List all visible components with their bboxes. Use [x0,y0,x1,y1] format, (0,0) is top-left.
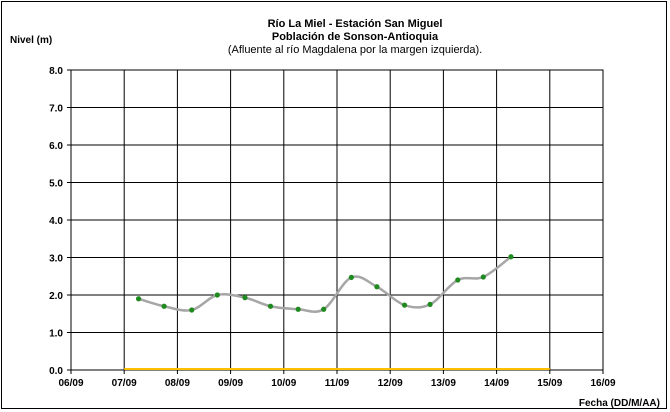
chart-title: Río La Miel - Estación San Miguel [268,18,443,30]
data-point [321,306,327,312]
data-point [401,302,408,308]
chart-title-line2: Población de Sonson-Antioquia [272,31,439,43]
x-tick-label: 08/09 [165,378,190,389]
data-point [295,306,301,312]
data-point [508,254,514,260]
grid-layer [67,69,604,374]
y-tick-label: 3.0 [49,254,63,265]
x-tick-label: 12/09 [378,378,403,389]
data-point [135,296,142,302]
y-tick-label: 0.0 [49,366,63,377]
x-tick-label: 11/09 [325,378,350,389]
data-point [348,274,354,280]
y-axis-label: Nivel (m) [10,35,52,46]
y-tick-label: 8.0 [49,66,63,77]
x-tick-label: 15/09 [537,378,562,389]
series-line [138,255,512,313]
x-tick-label: 09/09 [218,378,243,389]
tick-label-layer: 0.0 1.0 2.0 3.0 4.0 5.0 6.0 7.0 8.0 06/09 07/09 08/… [49,66,616,389]
chart-subtitle: (Afluente al río Magdalena por la margen… [228,44,482,56]
data-point [374,284,380,290]
x-tick-label: 06/09 [58,378,83,389]
data-point [189,307,195,313]
data-point [427,301,433,307]
x-tick-label: 14/09 [484,378,509,389]
x-tick-label: 13/09 [431,378,456,389]
y-tick-label: 2.0 [49,291,63,302]
x-tick-label: 07/09 [112,378,137,389]
data-point [480,274,486,280]
y-tick-label: 1.0 [49,329,63,340]
y-tick-label: 7.0 [49,104,63,115]
x-tick-label: 16/09 [590,378,615,389]
data-point [242,295,248,301]
y-tick-label: 6.0 [49,141,63,152]
data-point [214,292,220,298]
x-axis-label: Fecha (DD/M/AA) [579,398,660,409]
series-layer [124,254,550,370]
y-tick-label: 4.0 [49,216,63,227]
data-point [455,277,461,283]
data-point [267,303,274,309]
x-tick-label: 10/09 [271,378,296,389]
y-tick-label: 5.0 [49,179,63,190]
data-point [161,303,167,309]
